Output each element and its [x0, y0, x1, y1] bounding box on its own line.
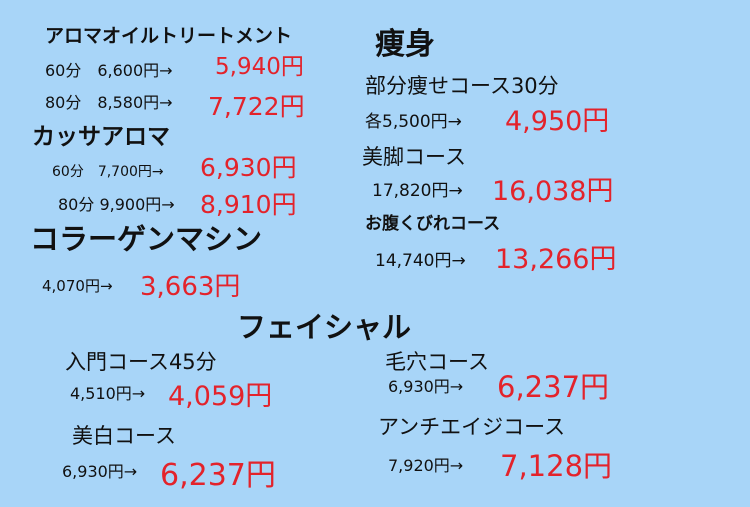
sale-price: 6,930円: [200, 153, 297, 182]
sale-price: 4,059円: [168, 381, 273, 412]
sale-price: 7,722円: [208, 92, 305, 121]
sale-price: 13,266円: [495, 244, 617, 275]
sale-price: 8,910円: [200, 190, 297, 219]
regular-price: 4,070円→: [42, 277, 113, 295]
regular-price: 80分 9,900円→: [58, 195, 175, 214]
course-name: 毛穴コース: [385, 350, 489, 374]
regular-price: 17,820円→: [372, 181, 463, 201]
regular-price: 60分 7,700円→: [52, 164, 164, 180]
course-name: 美白コース: [72, 424, 176, 448]
sale-price: 6,237円: [160, 458, 276, 493]
section-title: フェイシャル: [237, 310, 412, 344]
regular-price: 6,930円→: [62, 462, 138, 481]
section-title: カッサアロマ: [32, 124, 170, 150]
course-name: 部分痩せコース30分: [365, 74, 559, 98]
sale-price: 7,128円: [500, 449, 613, 483]
sale-price: 3,663円: [140, 272, 241, 302]
sale-price: 5,940円: [215, 54, 304, 80]
section-title: 痩身: [375, 27, 435, 62]
course-name: お腹くびれコース: [365, 214, 501, 234]
section-title: コラーゲンマシン: [30, 222, 263, 256]
regular-price: 80分 8,580円→: [45, 93, 173, 112]
sale-price: 16,038円: [492, 176, 614, 207]
regular-price: 7,920円→: [388, 456, 464, 475]
regular-price: 各5,500円→: [365, 112, 462, 132]
regular-price: 14,740円→: [375, 251, 466, 271]
sale-price: 6,237円: [497, 370, 610, 404]
regular-price: 4,510円→: [70, 384, 146, 403]
sale-price: 4,950円: [505, 106, 610, 137]
course-name: アンチエイジコース: [378, 415, 566, 439]
regular-price: 60分 6,600円→: [45, 61, 173, 80]
section-title: アロマオイルトリートメント: [45, 25, 293, 47]
regular-price: 6,930円→: [388, 377, 464, 396]
course-name: 入門コース45分: [65, 350, 217, 374]
course-name: 美脚コース: [362, 145, 466, 169]
